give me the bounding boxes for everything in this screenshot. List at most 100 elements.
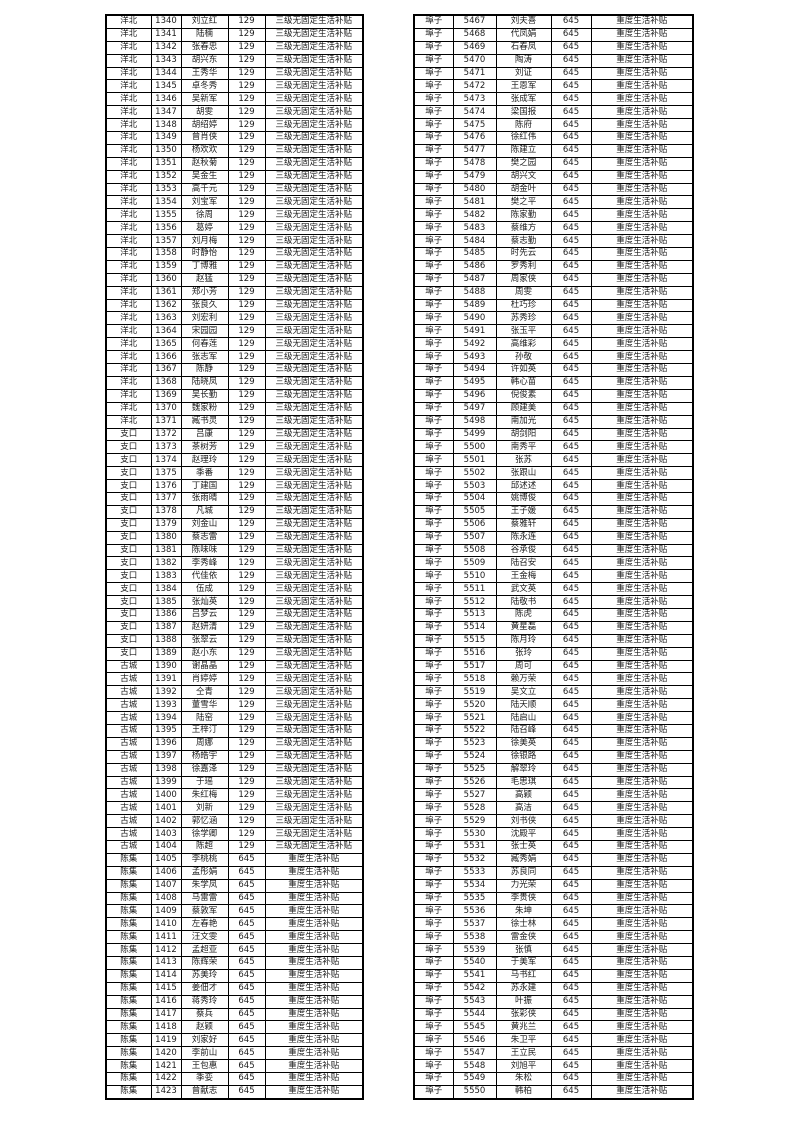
cell-id: 5475 (452, 118, 497, 133)
cell-amount: 645 (550, 852, 592, 867)
cell-amount: 645 (550, 466, 592, 481)
cell-id: 5532 (452, 852, 497, 867)
cell-amount: 129 (227, 363, 266, 377)
table-row: 支口 1385 张灿英 129 三级无固定生活补贴 (105, 595, 364, 609)
cell-name: 张士英 (495, 840, 552, 854)
cell-name: 张雨晴 (180, 491, 229, 506)
table-row: 洋北 1343 胡兴东 129 三级无固定生活补贴 (105, 53, 364, 68)
cell-amount: 645 (550, 53, 592, 68)
cell-name: 吕梦云 (180, 607, 229, 622)
cell-amount: 645 (550, 208, 592, 223)
cell-id: 1407 (150, 878, 182, 893)
cell-name: 赵理玲 (180, 453, 229, 468)
cell-region: 埠子 (413, 930, 454, 945)
cell-id: 1387 (150, 620, 182, 635)
cell-name: 蔡维方 (495, 221, 552, 236)
cell-name: 叶振 (495, 994, 552, 1009)
table-row: 洋北 1364 宋园园 129 三级无固定生活补贴 (105, 324, 364, 339)
table-row: 陈集 1405 李桃桃 645 重度生活补贴 (105, 852, 364, 867)
cell-subsidy: 重度生活补贴 (590, 427, 694, 442)
cell-name: 徐嘉泽 (180, 762, 229, 777)
cell-name: 陶涛 (495, 53, 552, 68)
cell-amount: 645 (550, 904, 592, 919)
cell-region: 洋北 (105, 285, 152, 300)
cell-name: 左春艳 (180, 917, 229, 932)
cell-name: 高千元 (180, 182, 229, 197)
cell-name: 臧秀娟 (495, 852, 552, 867)
table-row: 埠子 5533 苏良同 645 重度生活补贴 (413, 865, 694, 880)
cell-amount: 645 (550, 1046, 592, 1061)
table-row: 埠子 5543 叶振 645 重度生活补贴 (413, 994, 694, 1009)
cell-subsidy: 三级无固定生活补贴 (264, 504, 364, 519)
cell-id: 5497 (452, 401, 497, 416)
cell-id: 1408 (150, 891, 182, 906)
cell-id: 5510 (452, 569, 497, 584)
cell-subsidy: 三级无固定生活补贴 (264, 814, 364, 829)
cell-name: 于瑶 (180, 775, 229, 790)
cell-region: 埠子 (413, 917, 454, 932)
cell-region: 埠子 (413, 685, 454, 700)
cell-subsidy: 重度生活补贴 (590, 736, 694, 751)
cell-name: 苏美玲 (180, 968, 229, 983)
cell-amount: 645 (550, 285, 592, 300)
cell-id: 5467 (452, 14, 497, 29)
cell-amount: 645 (227, 865, 266, 880)
table-row: 埠子 5489 杜巧珍 645 重度生活补贴 (413, 298, 694, 313)
cell-name: 沈殿平 (495, 827, 552, 841)
table-row: 洋北 1359 丁博雅 129 三级无固定生活补贴 (105, 259, 364, 274)
cell-region: 陈集 (105, 1020, 152, 1035)
cell-amount: 129 (227, 427, 266, 442)
table-row: 埠子 5517 周可 645 重度生活补贴 (413, 659, 694, 674)
cell-id: 1348 (150, 118, 182, 133)
cell-amount: 129 (227, 440, 266, 455)
table-row: 埠子 5473 张成军 645 重度生活补贴 (413, 92, 694, 107)
cell-region: 埠子 (413, 1020, 454, 1035)
cell-name: 武文英 (495, 582, 552, 597)
cell-subsidy: 重度生活补贴 (264, 994, 364, 1009)
table-row: 埠子 5507 陈永连 645 重度生活补贴 (413, 530, 694, 545)
cell-name: 吴新军 (180, 92, 229, 107)
table-row: 埠子 5524 徐银路 645 重度生活补贴 (413, 749, 694, 764)
cell-subsidy: 重度生活补贴 (590, 182, 694, 197)
cell-id: 1402 (150, 814, 182, 829)
cell-subsidy: 重度生活补贴 (590, 633, 694, 648)
cell-subsidy: 重度生活补贴 (590, 569, 694, 584)
cell-id: 1340 (150, 14, 182, 29)
table-row: 洋北 1366 张志军 129 三级无固定生活补贴 (105, 350, 364, 365)
cell-amount: 129 (227, 221, 266, 236)
cell-name: 李桃桃 (180, 852, 229, 867)
cell-name: 倪俊素 (495, 388, 552, 403)
cell-id: 5521 (452, 711, 497, 725)
cell-id: 1368 (150, 375, 182, 390)
cell-amount: 645 (550, 272, 592, 287)
table-row: 埠子 5492 高维彩 645 重度生活补贴 (413, 337, 694, 352)
cell-amount: 645 (550, 453, 592, 468)
cell-id: 1374 (150, 453, 182, 468)
cell-subsidy: 重度生活补贴 (590, 865, 694, 880)
cell-amount: 645 (227, 852, 266, 867)
cell-id: 1377 (150, 491, 182, 506)
cell-region: 陈集 (105, 1072, 152, 1086)
cell-amount: 129 (227, 105, 266, 120)
cell-region: 古城 (105, 749, 152, 764)
cell-name: 陈建立 (495, 143, 552, 158)
cell-amount: 129 (227, 607, 266, 622)
cell-amount: 129 (227, 143, 266, 158)
cell-subsidy: 重度生活补贴 (264, 1007, 364, 1022)
cell-amount: 645 (550, 814, 592, 829)
cell-subsidy: 三级无固定生活补贴 (264, 53, 364, 68)
cell-id: 5492 (452, 337, 497, 352)
cell-region: 埠子 (413, 840, 454, 854)
cell-amount: 129 (227, 582, 266, 597)
cell-amount: 129 (227, 711, 266, 725)
cell-subsidy: 重度生活补贴 (590, 285, 694, 300)
table-row: 埠子 5542 苏永建 645 重度生活补贴 (413, 981, 694, 996)
cell-subsidy: 重度生活补贴 (590, 723, 694, 738)
cell-region: 埠子 (413, 736, 454, 751)
cell-amount: 129 (227, 466, 266, 481)
cell-id: 5515 (452, 633, 497, 648)
cell-region: 埠子 (413, 878, 454, 893)
cell-subsidy: 重度生活补贴 (590, 749, 694, 764)
cell-name: 朱坤 (495, 904, 552, 919)
cell-amount: 645 (550, 607, 592, 622)
